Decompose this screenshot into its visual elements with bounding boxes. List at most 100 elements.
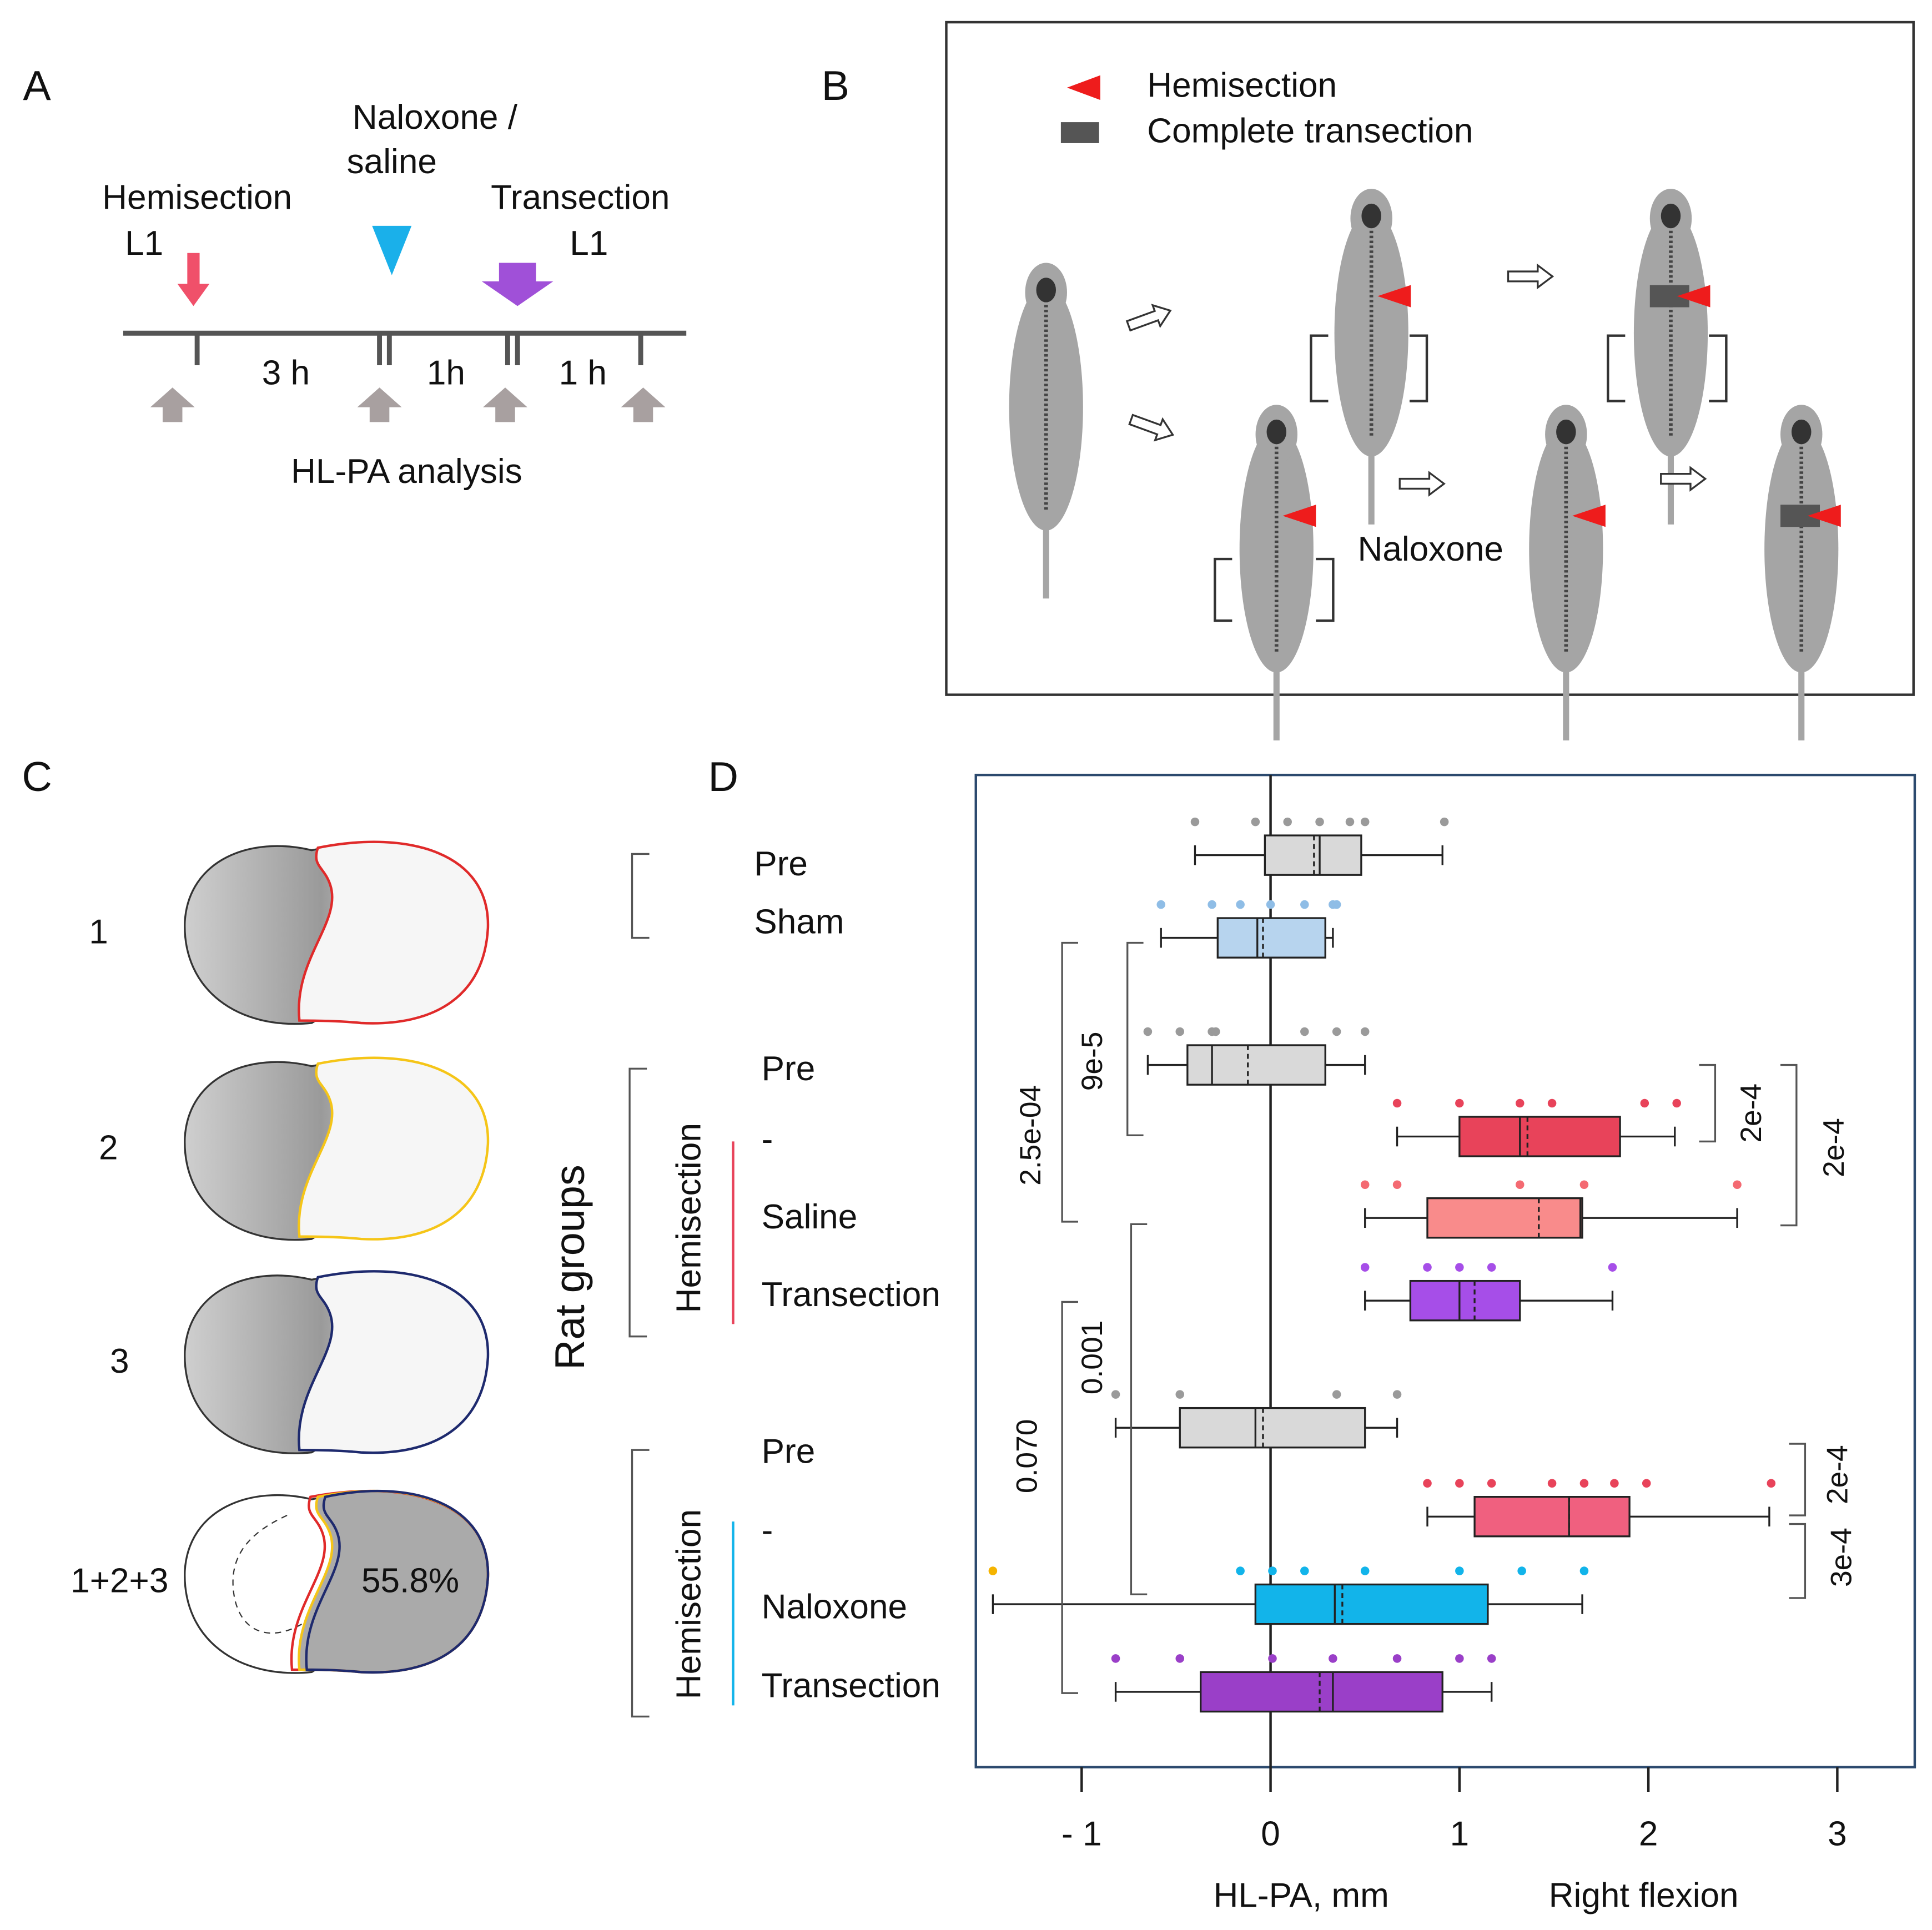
data-point [1547, 1479, 1557, 1488]
flow-arrow [1398, 471, 1446, 497]
interval-label: 3 h [262, 354, 310, 392]
hemisection-mark [1807, 505, 1841, 527]
p-value: 2e-4 [1735, 1084, 1768, 1143]
data-point [1392, 1654, 1402, 1663]
category-label: - [762, 1120, 773, 1158]
bracket [1316, 557, 1335, 622]
category-label: Pre [762, 1050, 816, 1088]
box [1473, 1496, 1631, 1538]
data-point [1300, 900, 1309, 909]
analysis-label: HL-PA analysis [291, 452, 522, 491]
p-value: 9e-5 [1076, 1032, 1109, 1091]
data-point [1143, 1027, 1153, 1036]
lesion-outline [298, 840, 490, 1025]
bracket [1607, 334, 1626, 402]
data-point [1211, 1027, 1220, 1036]
category-label: - [762, 1511, 773, 1550]
legend-marker [1060, 122, 1099, 143]
lesion-outline [298, 1270, 490, 1454]
data-point [1360, 1566, 1370, 1575]
flow-arrow [1660, 466, 1707, 492]
flow-arrow [1125, 304, 1172, 332]
data-point [1175, 1390, 1185, 1399]
legend-label: Complete transection [1147, 112, 1473, 150]
data-point [1111, 1654, 1120, 1663]
data-point [1268, 1654, 1277, 1663]
data-point [1332, 900, 1341, 909]
flow-arrow [1128, 414, 1175, 442]
data-point [1515, 1180, 1525, 1190]
p-value: 2e-4 [1822, 1445, 1854, 1504]
data-point [1332, 1390, 1341, 1399]
rat [1529, 405, 1606, 740]
x-tick-label: - 1 [1061, 1815, 1102, 1853]
data-point [1392, 1098, 1402, 1108]
category-label: Transection [762, 1276, 940, 1314]
p-value: 2.5e-04 [1014, 1085, 1047, 1186]
hemisection-arrow [177, 253, 210, 306]
rat-body [1529, 425, 1603, 673]
category-label: Naloxone [762, 1588, 908, 1626]
significance-bracket [1699, 1064, 1717, 1143]
significance-bracket [1061, 1301, 1078, 1694]
overlap-area [299, 1491, 488, 1672]
data-point [1547, 1098, 1557, 1108]
bracket [1214, 557, 1232, 622]
group-label: Hemisection [670, 1509, 708, 1699]
data-point [1455, 1098, 1464, 1108]
data-point [1579, 1479, 1589, 1488]
event-label: Transection [491, 179, 670, 217]
panel-frame [945, 21, 1915, 696]
box [1216, 917, 1326, 959]
significance-bracket [1126, 941, 1144, 1136]
data-point [1329, 1654, 1337, 1663]
bracket [1709, 334, 1728, 402]
p-value: 2e-4 [1818, 1118, 1850, 1177]
data-point [1175, 1654, 1185, 1663]
box [1264, 834, 1362, 876]
rat-brain [1266, 419, 1287, 445]
data-point [1579, 1180, 1589, 1190]
x-axis-label: HL-PA, mm [1213, 1877, 1388, 1915]
rat [1239, 405, 1316, 740]
bracket [1310, 334, 1329, 402]
rat-body [1239, 425, 1314, 673]
hemisection-mark [1572, 505, 1606, 527]
event-label: L1 [570, 224, 608, 263]
analysis-arrow [357, 387, 402, 422]
data-point [1440, 817, 1449, 827]
rat-body [1764, 425, 1839, 673]
data-point [1360, 1263, 1370, 1272]
p-value: 0.070 [1010, 1419, 1043, 1493]
rat [1334, 189, 1411, 525]
category-label: Transection [762, 1667, 940, 1705]
data-point [1236, 900, 1245, 909]
p-value: 3e-4 [1825, 1528, 1858, 1587]
rat [1764, 405, 1841, 740]
analysis-arrow [150, 387, 195, 422]
data-point [1360, 1027, 1370, 1036]
analysis-arrow [621, 387, 666, 422]
legend-label: Hemisection [1147, 66, 1337, 104]
panel-label: A [23, 63, 51, 109]
hemisection-mark [1677, 285, 1710, 308]
category-label: Saline [762, 1198, 858, 1236]
transection-arrow [481, 263, 554, 306]
rat [1633, 189, 1710, 525]
box [1186, 1044, 1326, 1086]
box [1254, 1583, 1489, 1625]
rat-body [1009, 284, 1083, 531]
section-label: 3 [110, 1342, 129, 1380]
data-point [1455, 1263, 1464, 1272]
panel-label: D [708, 754, 739, 800]
data-point [1767, 1479, 1776, 1488]
significance-bracket [1061, 941, 1078, 1223]
significance-bracket [1130, 1223, 1148, 1595]
rat-body [1334, 209, 1408, 457]
hemisection-mark [1377, 285, 1411, 308]
section-label: 2 [99, 1128, 118, 1167]
data-point [1610, 1479, 1619, 1488]
data-point [1579, 1566, 1589, 1575]
category-label: Pre [762, 1432, 816, 1470]
